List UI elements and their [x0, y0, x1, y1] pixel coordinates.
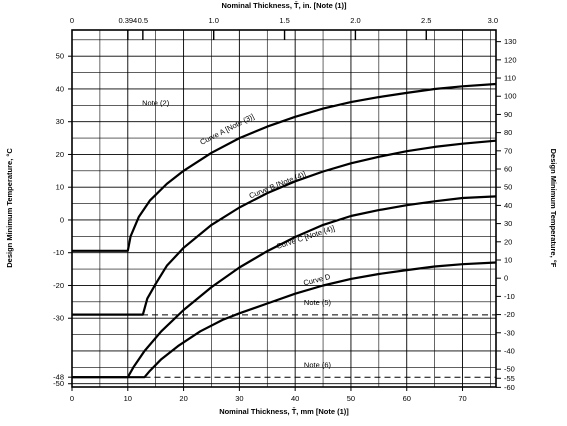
right-tick-label: 90	[504, 110, 512, 119]
right-tick-label: -40	[504, 346, 515, 355]
right-tick-label: 80	[504, 128, 512, 137]
grid	[72, 30, 496, 387]
left-tick-label: -20	[53, 281, 64, 290]
right-tick-label: 20	[504, 237, 512, 246]
right-tick-label: -10	[504, 292, 515, 301]
bottom-tick-label: 50	[347, 394, 355, 403]
top-tick-label: 2.5	[421, 16, 431, 25]
bottom-tick-label: 60	[403, 394, 411, 403]
series-line-0	[72, 82, 497, 252]
right-tick-label: 130	[504, 37, 517, 46]
right-tick-label: -55	[504, 374, 515, 383]
bottom-tick-label: 0	[70, 394, 74, 403]
right-tick-label: -60	[504, 383, 515, 392]
left-axis-title: Design Minimum Temperature, °C	[5, 148, 14, 268]
annotation-label: Curve B [Note (4)]	[248, 169, 307, 200]
right-tick-label: 30	[504, 219, 512, 228]
right-tick-label: 0	[504, 274, 508, 283]
left-tick-label: 40	[56, 84, 64, 93]
series-line-1	[72, 139, 497, 316]
bottom-tick-label: 70	[458, 394, 466, 403]
top-tick-label: 0.5	[138, 16, 148, 25]
left-tick-label: -30	[53, 314, 64, 323]
left-tick-label: 20	[56, 150, 64, 159]
series-group	[72, 82, 497, 379]
bottom-axis-title: Nominal Thickness, T̄, mm [Note (1)]	[219, 407, 349, 416]
top-tick-label: 2.0	[350, 16, 360, 25]
annotation-label: Note (5)	[304, 298, 332, 307]
ticks-group: 0 10 20 30 40 50 60 70 0 0.394 0.5 1.0 1.5 2.0 2.5 3.0 5…	[53, 16, 516, 403]
right-axis-title: Design Minimum Temperature, °F	[549, 149, 558, 268]
right-tick-label: -20	[504, 310, 515, 319]
right-tick-label: 60	[504, 165, 512, 174]
annotation-label: Note (6)	[304, 360, 332, 369]
series-line-3	[72, 261, 497, 379]
top-tick-label: 0.394	[118, 16, 137, 25]
bottom-tick-label: 30	[235, 394, 243, 403]
right-tick-label: 70	[504, 146, 512, 155]
series-line-2	[72, 195, 497, 379]
top-tick-label: 1.0	[208, 16, 218, 25]
left-tick-label: 50	[56, 52, 64, 61]
annotation-label: Curve A [Note (3)]	[198, 112, 255, 147]
right-tick-label: 50	[504, 183, 512, 192]
right-tick-label: -50	[504, 365, 515, 374]
left-tick-label: 10	[56, 183, 64, 192]
plot-frame	[71, 29, 497, 388]
left-tick-label: -10	[53, 248, 64, 257]
right-tick-label: 110	[504, 74, 516, 83]
top-axis-title: Nominal Thickness, T̄, in. [Note (1)]	[221, 1, 347, 10]
right-tick-label: -30	[504, 328, 515, 337]
right-tick-label: 40	[504, 201, 512, 210]
left-tick-label: -50	[53, 379, 64, 388]
top-tick-label: 0	[70, 16, 74, 25]
top-tick-label: 3.0	[488, 16, 498, 25]
bottom-tick-label: 40	[291, 394, 299, 403]
right-tick-label: 100	[504, 92, 517, 101]
left-tick-label: -48	[53, 373, 64, 382]
right-tick-label: 10	[504, 255, 512, 264]
left-tick-label: 30	[56, 117, 64, 126]
annotation-label: Curve C [Note (4)]	[275, 224, 336, 251]
bottom-tick-label: 20	[179, 394, 187, 403]
right-tick-label: 120	[504, 55, 517, 64]
top-tick-label: 1.5	[279, 16, 289, 25]
annotation-label: Note (2)	[142, 98, 170, 107]
left-tick-label: 0	[60, 215, 64, 224]
bottom-tick-label: 10	[124, 394, 132, 403]
